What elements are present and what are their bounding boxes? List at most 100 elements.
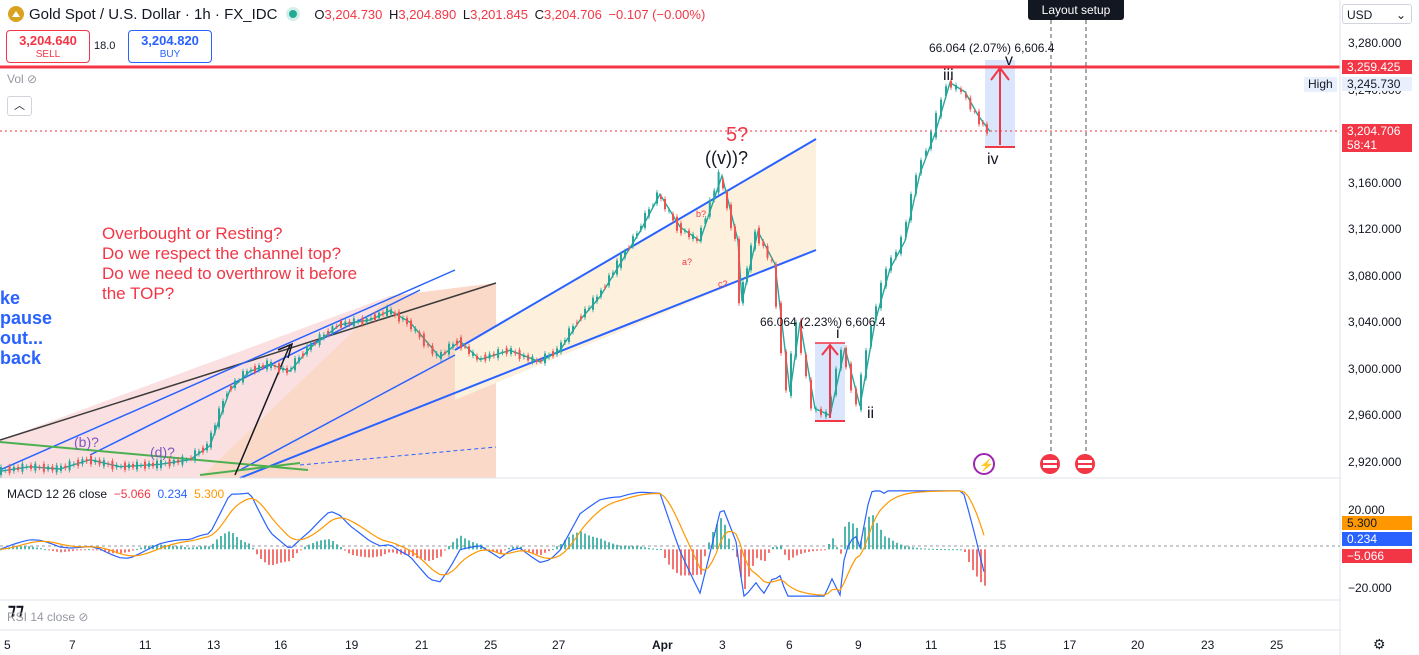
wave-v-major-label[interactable]: ((v))? — [705, 148, 748, 168]
macd-bar — [592, 536, 594, 550]
macd-bar — [544, 549, 546, 553]
macd-bar — [396, 549, 398, 554]
macd-bar — [944, 549, 946, 551]
macd-bar — [64, 549, 66, 552]
macd-bar — [528, 549, 530, 552]
blue-channel-upper-left[interactable] — [0, 269, 456, 471]
macd-bar — [56, 549, 58, 552]
blue-channel-upper[interactable] — [454, 138, 817, 351]
macd-bar — [700, 549, 702, 575]
wave-b-small-label[interactable]: b? — [696, 209, 707, 219]
macd-bar — [836, 547, 838, 550]
macd-bar — [376, 549, 378, 557]
blue-dashed-line — [299, 446, 497, 466]
svg-text:⚡: ⚡ — [979, 458, 994, 472]
measure-label-2[interactable]: 66.064 (2.07%) 6,606.4 — [929, 41, 1055, 55]
macd-bar — [240, 540, 242, 550]
time-tick: 15 — [993, 638, 1007, 652]
candles — [0, 78, 988, 478]
macd-bar — [664, 549, 666, 558]
flash-event-icon[interactable] — [973, 453, 995, 475]
macd-bar — [16, 546, 18, 550]
analysis-note[interactable]: Overbought or Resting? Do we respect the… — [102, 224, 358, 303]
rsi-legend[interactable]: RSI 14 close ⊘ — [7, 610, 89, 624]
macd-bar — [548, 549, 550, 552]
wave-c-small-label[interactable]: c? — [718, 279, 728, 289]
price-tick: 3,040.000 — [1348, 315, 1402, 330]
tradingview-logo-icon: ⁊⁊ — [8, 602, 24, 619]
macd-bar — [980, 549, 982, 583]
macd-bar — [444, 549, 446, 551]
macd-bar — [288, 549, 290, 562]
wave-d-label[interactable]: (d)? — [150, 444, 175, 460]
macd-bar — [688, 549, 690, 576]
macd-bar — [68, 549, 70, 552]
macd-bar — [792, 549, 794, 558]
macd-bar — [560, 544, 562, 550]
wave-i-label[interactable]: i — [836, 325, 840, 342]
symbol-title[interactable]: Gold Spot / U.S. Dollar · 1h · FX_IDC — [29, 5, 278, 23]
macd-bar — [800, 549, 802, 554]
time-tick: 25 — [484, 638, 498, 652]
macd-bar — [120, 549, 122, 554]
settings-gear-icon[interactable]: ⚙ — [1373, 636, 1386, 652]
eye-hidden-icon[interactable]: ⊘ — [78, 610, 89, 624]
macd-bar — [220, 536, 222, 550]
blue-note[interactable]: ke pause out... back — [0, 288, 53, 368]
wave-v-label[interactable]: v — [1005, 52, 1013, 69]
macd-bar — [96, 549, 98, 551]
macd-bar — [632, 546, 634, 550]
blue-channel-lower[interactable] — [239, 249, 817, 479]
collapse-legend-button[interactable]: ︿ — [7, 96, 32, 116]
sell-button[interactable]: 3,204.640 SELL — [6, 30, 90, 63]
macd-bar — [176, 546, 178, 550]
blue-channel-lower-left[interactable] — [239, 354, 456, 471]
macd-bar — [776, 546, 778, 550]
macd-bar — [576, 532, 578, 550]
wave-a-small-label[interactable]: a? — [682, 257, 693, 267]
macd-bar — [604, 540, 606, 550]
wave-iv-label[interactable]: iv — [987, 151, 999, 168]
measure-label-1[interactable]: 66.064 (2.23%) 6,606.4 — [760, 315, 886, 329]
resistance-price-label: 3,259.425 — [1342, 60, 1412, 74]
wave-5-label[interactable]: 5? — [726, 124, 749, 146]
macd-bar — [780, 545, 782, 550]
macd-bar — [656, 548, 658, 550]
macd-bar — [784, 549, 786, 555]
green-line-2[interactable] — [199, 462, 301, 476]
macd-bar — [828, 544, 830, 550]
macd-legend[interactable]: MACD 12 26 close −5.066 0.234 5.300 — [7, 487, 225, 501]
macd-bar — [440, 549, 442, 557]
time-tick: 27 — [552, 638, 566, 652]
us-flag-event-icon[interactable] — [1040, 454, 1060, 474]
price-tick: 2,960.000 — [1348, 408, 1402, 423]
us-flag-event-icon-2[interactable] — [1075, 454, 1095, 474]
macd-bar — [380, 549, 382, 557]
macd-bar — [360, 549, 362, 557]
wave-b-label[interactable]: (b)? — [74, 434, 99, 450]
macd-bar — [660, 549, 662, 551]
macd-bar — [788, 549, 790, 561]
buy-button[interactable]: 3,204.820 BUY — [128, 30, 212, 63]
macd-bar — [212, 543, 214, 550]
macd-bar — [556, 546, 558, 550]
wave-iii-label[interactable]: iii — [943, 67, 954, 84]
macd-bar — [252, 547, 254, 550]
high-label: High — [1304, 77, 1337, 92]
green-line-1[interactable] — [0, 441, 309, 471]
currency-select[interactable]: USD ⌄ — [1342, 4, 1412, 24]
macd-bar — [108, 549, 110, 553]
macd-bar — [872, 515, 874, 550]
macd-line — [0, 490, 985, 598]
volume-indicator-label[interactable]: Vol ⊘ — [7, 72, 38, 86]
macd-bar — [568, 536, 570, 550]
macd-bar — [844, 526, 846, 550]
wave-ii-label[interactable]: ii — [867, 405, 875, 422]
macd-bar — [280, 549, 282, 563]
macd-bar — [324, 539, 326, 550]
eye-hidden-icon[interactable]: ⊘ — [27, 72, 38, 86]
macd-bar — [436, 549, 438, 558]
macd-bar — [816, 549, 818, 551]
macd-bar — [496, 549, 498, 553]
